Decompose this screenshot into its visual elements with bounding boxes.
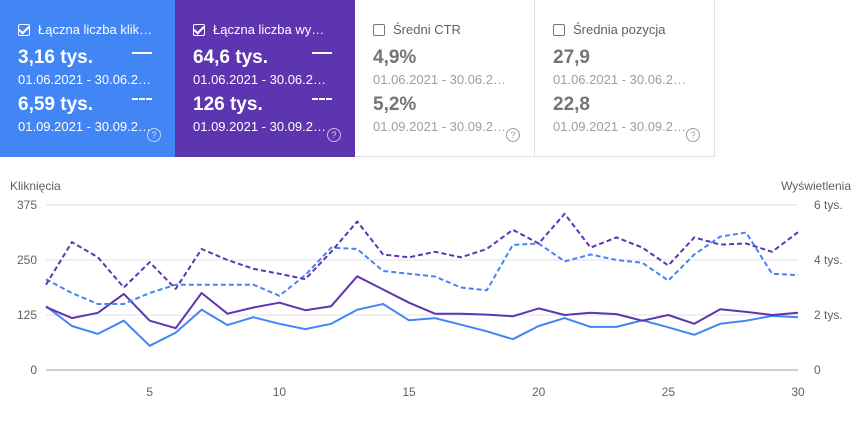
card-header: Łączna liczba wy… <box>193 22 324 37</box>
card-date-period-2: 01.09.2021 - 30.09.2… <box>193 119 326 134</box>
card-date-period-2: 01.09.2021 - 30.09.2… <box>18 119 151 134</box>
performance-chart: Kliknięcia Wyświetlenia 0 125 250 375 0 2 tys… <box>10 179 851 399</box>
help-icon[interactable]: ? <box>506 128 520 142</box>
card-value-period-2: 126 tys. <box>193 94 263 115</box>
y-right-tick-label: 0 <box>814 363 821 377</box>
metric-card-ctr[interactable]: Średni CTR 4,9% 01.06.2021 - 30.06.2… 5,… <box>355 0 535 157</box>
card-value-period-1: 27,9 <box>553 47 590 68</box>
checkbox-unchecked-icon[interactable] <box>373 23 385 36</box>
dashed-line-legend-icon <box>132 98 152 100</box>
x-tick-label: 20 <box>532 385 546 399</box>
card-date-period-1: 01.06.2021 - 30.06.2… <box>553 72 686 87</box>
card-label: Średni CTR <box>393 22 461 37</box>
card-value-period-2: 22,8 <box>553 94 590 115</box>
series-line-1 <box>45 303 799 347</box>
solid-line-legend-icon <box>132 52 152 54</box>
y-left-tick-label: 375 <box>17 198 37 212</box>
help-icon[interactable]: ? <box>327 128 341 142</box>
y-right-tick-label: 6 tys. <box>814 198 843 212</box>
card-value-period-1: 3,16 tys. <box>18 47 93 68</box>
card-label: Łączna liczba wy… <box>213 22 325 37</box>
y-right-tick-label: 2 tys. <box>814 308 843 322</box>
x-tick-label: 30 <box>791 385 805 399</box>
series-lines <box>45 212 799 347</box>
card-header: Średni CTR <box>373 22 461 37</box>
metric-card-impressions[interactable]: Łączna liczba wy… 64,6 tys. 01.06.2021 -… <box>175 0 355 157</box>
checkbox-checked-icon[interactable] <box>193 22 205 36</box>
card-label: Średnia pozycja <box>573 22 666 37</box>
x-tick-label: 15 <box>402 385 416 399</box>
card-value-period-2: 6,59 tys. <box>18 94 93 115</box>
metric-card-clicks[interactable]: Łączna liczba klik… 3,16 tys. 01.06.2021… <box>0 0 175 157</box>
card-header: Średnia pozycja <box>553 22 666 37</box>
y-left-tick-label: 125 <box>17 308 37 322</box>
card-value-period-2: 5,2% <box>373 94 417 115</box>
card-value-period-1: 4,9% <box>373 47 417 68</box>
card-date-period-2: 01.09.2021 - 30.09.2… <box>553 119 686 134</box>
card-header: Łączna liczba klik… <box>18 22 152 37</box>
y-axis-right-label: Wyświetlenia <box>781 179 851 193</box>
y-right-tick-label: 4 tys. <box>814 253 843 267</box>
checkbox-checked-icon[interactable] <box>18 22 30 36</box>
x-tick-label: 5 <box>146 385 153 399</box>
y-axis-left-label: Kliknięcia <box>10 179 61 193</box>
card-date-period-2: 01.09.2021 - 30.09.2… <box>373 119 506 134</box>
metric-card-position[interactable]: Średnia pozycja 27,9 01.06.2021 - 30.06.… <box>535 0 715 157</box>
card-date-period-1: 01.06.2021 - 30.06.2… <box>373 72 506 87</box>
y-left-tick-label: 0 <box>30 363 37 377</box>
grid-lines <box>46 204 798 371</box>
card-value-period-1: 64,6 tys. <box>193 47 268 68</box>
card-date-period-1: 01.06.2021 - 30.06.2… <box>18 72 151 87</box>
dashed-line-legend-icon <box>312 98 332 100</box>
series-line-3 <box>45 231 799 305</box>
card-date-period-1: 01.06.2021 - 30.06.2… <box>193 72 326 87</box>
x-tick-label: 25 <box>662 385 676 399</box>
card-label: Łączna liczba klik… <box>38 22 153 37</box>
solid-line-legend-icon <box>312 52 332 54</box>
metric-cards: Łączna liczba klik… 3,16 tys. 01.06.2021… <box>0 0 864 157</box>
series-line-2 <box>45 275 799 330</box>
y-left-tick-label: 250 <box>17 253 37 267</box>
help-icon[interactable]: ? <box>147 128 161 142</box>
axis-ticks: 0 125 250 375 0 2 tys. 4 tys. 6 tys. 5 10 15 20 25 30 <box>17 198 843 399</box>
help-icon[interactable]: ? <box>686 128 700 142</box>
series-line-4 <box>45 212 799 290</box>
checkbox-unchecked-icon[interactable] <box>553 23 565 36</box>
x-tick-label: 10 <box>273 385 287 399</box>
